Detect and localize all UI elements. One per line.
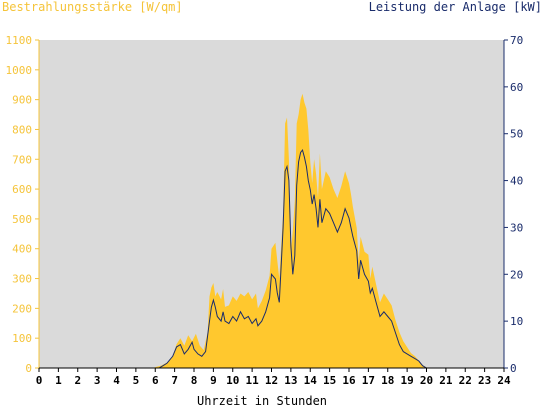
right-tick-label: 20 bbox=[510, 268, 523, 281]
left-tick-label: 300 bbox=[12, 273, 32, 286]
power-line bbox=[39, 149, 504, 369]
right-tick-label: 50 bbox=[510, 128, 523, 141]
x-tick-label: 22 bbox=[459, 374, 472, 387]
x-tick-label: 1 bbox=[55, 374, 62, 387]
x-tick-label: 15 bbox=[323, 374, 336, 387]
x-tick-label: 2 bbox=[74, 374, 81, 387]
right-tick-label: 30 bbox=[510, 221, 523, 234]
x-tick-label: 0 bbox=[36, 374, 43, 387]
left-tick-label: 600 bbox=[12, 183, 32, 196]
x-tick-label: 14 bbox=[304, 374, 318, 387]
x-tick-label: 9 bbox=[210, 374, 217, 387]
left-tick-label: 900 bbox=[12, 94, 32, 107]
left-tick-label: 100 bbox=[12, 332, 32, 345]
x-tick-label: 17 bbox=[362, 374, 375, 387]
x-tick-label: 3 bbox=[94, 374, 101, 387]
left-axis-title: Bestrahlungsstärke [W/qm] bbox=[2, 0, 183, 14]
axes: 0100200300400500600700800900100011000102… bbox=[6, 34, 524, 387]
x-tick-label: 5 bbox=[133, 374, 140, 387]
right-tick-label: 0 bbox=[510, 362, 517, 375]
x-tick-label: 8 bbox=[191, 374, 198, 387]
x-tick-label: 10 bbox=[226, 374, 239, 387]
x-tick-label: 16 bbox=[342, 374, 356, 387]
right-axis-title: Leistung der Anlage [kW] bbox=[369, 0, 542, 14]
irradiance-area bbox=[39, 93, 504, 368]
right-tick-label: 40 bbox=[510, 175, 523, 188]
x-tick-label: 11 bbox=[246, 374, 260, 387]
left-tick-label: 400 bbox=[12, 243, 32, 256]
x-tick-label: 24 bbox=[497, 374, 511, 387]
x-axis-label: Uhrzeit in Stunden bbox=[197, 394, 327, 408]
left-tick-label: 200 bbox=[12, 302, 32, 315]
x-tick-label: 13 bbox=[284, 374, 297, 387]
power-line-layer bbox=[39, 149, 504, 369]
x-tick-label: 21 bbox=[439, 374, 453, 387]
right-tick-label: 60 bbox=[510, 81, 523, 94]
x-tick-label: 4 bbox=[113, 374, 120, 387]
x-tick-label: 23 bbox=[478, 374, 491, 387]
irradiance-area-layer bbox=[39, 93, 504, 368]
x-tick-label: 6 bbox=[152, 374, 159, 387]
left-tick-label: 800 bbox=[12, 123, 32, 136]
left-tick-label: 0 bbox=[25, 362, 32, 375]
x-tick-label: 19 bbox=[401, 374, 414, 387]
left-tick-label: 1000 bbox=[6, 64, 33, 77]
left-tick-label: 500 bbox=[12, 213, 32, 226]
left-tick-label: 1100 bbox=[6, 34, 33, 47]
left-tick-label: 700 bbox=[12, 153, 32, 166]
right-tick-label: 70 bbox=[510, 34, 523, 47]
x-tick-label: 20 bbox=[420, 374, 433, 387]
right-tick-label: 10 bbox=[510, 315, 523, 328]
x-tick-label: 7 bbox=[171, 374, 178, 387]
x-tick-label: 18 bbox=[381, 374, 394, 387]
x-tick-label: 12 bbox=[265, 374, 278, 387]
